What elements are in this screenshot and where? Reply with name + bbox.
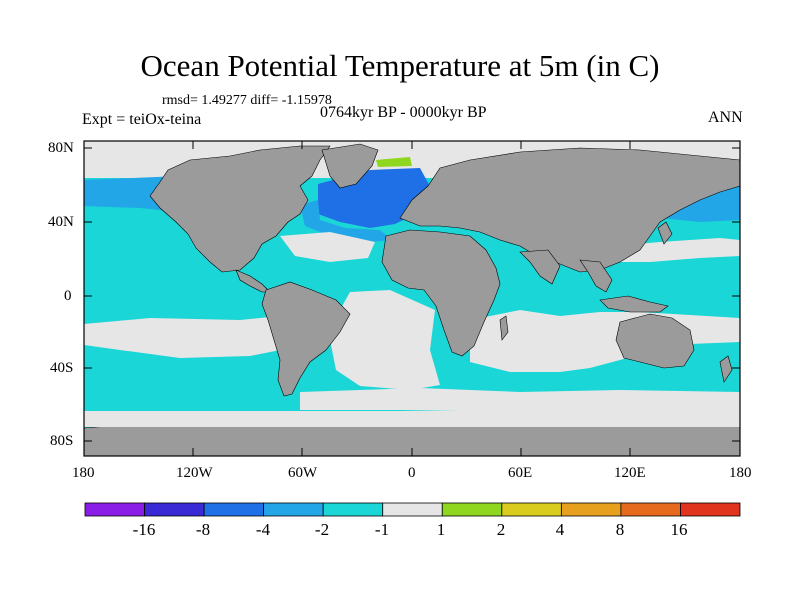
colorbar-swatch (620, 502, 681, 517)
colorbar-label: -1 (374, 520, 390, 539)
antarctic-ice (84, 411, 740, 427)
colorbar-label: -2 (314, 520, 330, 539)
madagascar (499, 315, 509, 341)
africa (381, 229, 501, 357)
south-atlantic-band-2 (300, 388, 740, 414)
colorbar-swatch (501, 502, 562, 517)
south-atlantic-band (330, 290, 440, 390)
colorbar-label: 4 (555, 520, 565, 539)
lat-label-80s: 80S (50, 433, 74, 449)
south-america (261, 281, 351, 397)
maritime-continent (599, 295, 669, 313)
colorbar-swatch (322, 502, 384, 517)
time-period-label: 0764kyr BP - 0000kyr BP (320, 104, 487, 121)
lon-label-180e: 180 (729, 465, 752, 481)
lat-label-40s: 40S (50, 360, 74, 376)
new-zealand (719, 355, 733, 383)
colorbar-swatch (84, 502, 145, 517)
experiment-label: Expt = teiOx-teina (82, 111, 202, 128)
season-label: ANN (708, 109, 743, 126)
north-america (149, 145, 331, 273)
lon-label-60e: 60E (508, 465, 533, 481)
warm-patch-green (376, 157, 412, 167)
colorbar-swatch (203, 502, 265, 517)
colorbar-swatch (560, 502, 622, 517)
greenland (321, 143, 379, 189)
lat-label-40n: 40N (48, 214, 74, 230)
japan (657, 221, 673, 245)
north-atlantic-light (300, 200, 392, 242)
rmsd-diff-stats: rmsd= 1.49277 diff= -1.15978 (162, 93, 332, 108)
colorbar-swatch (680, 502, 741, 517)
colorbar-swatch (441, 502, 503, 517)
colorbar-label: -16 (132, 520, 156, 539)
north-atlantic-gyre (280, 232, 375, 262)
south-pacific-band (84, 314, 300, 358)
lat-label-80n: 80N (48, 140, 74, 156)
colorbar (84, 502, 741, 517)
lon-label-180w: 180 (72, 465, 95, 481)
lat-label-0: 0 (64, 288, 72, 304)
south-asia (519, 249, 561, 285)
colorbar-label: 1 (436, 520, 446, 539)
southeast-asia (579, 259, 613, 293)
lon-label-120w: 120W (176, 465, 213, 481)
colorbar-label: 16 (670, 520, 688, 539)
colorbar-swatch (263, 502, 324, 517)
lon-label-60w: 60W (288, 465, 318, 481)
map-area (83, 140, 741, 457)
colorbar-label: 8 (615, 520, 625, 539)
colorbar-label: -8 (195, 520, 211, 539)
axis-ticks (84, 141, 740, 456)
colorbar-swatch (382, 502, 443, 517)
colorbar-label: -4 (255, 520, 271, 539)
lon-label-120e: 120E (614, 465, 646, 481)
australia (615, 313, 695, 369)
eurasia (399, 147, 741, 273)
lon-label-0: 0 (408, 465, 416, 481)
map-title: Ocean Potential Temperature at 5m (in C) (140, 48, 660, 83)
colorbar-swatch (144, 502, 205, 517)
colorbar-label: 2 (496, 520, 506, 539)
